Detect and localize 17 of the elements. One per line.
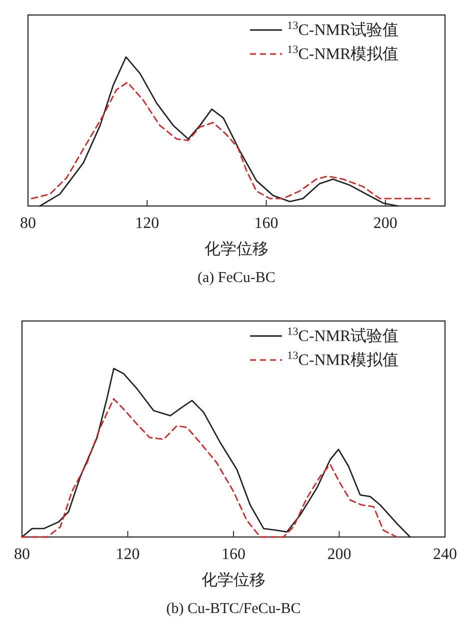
x-tick-label: 160 xyxy=(254,215,278,232)
legend-label: $^{13}$C-NMR试验值 xyxy=(287,326,399,345)
x-axis-title: 化学位移 xyxy=(204,240,268,258)
legend-label: $^{13}$C-NMR模拟值 xyxy=(287,44,399,63)
x-tick-label: 240 xyxy=(433,546,457,563)
x-tick-label: 120 xyxy=(116,546,140,563)
x-tick-label: 200 xyxy=(373,215,398,232)
legend-label: $^{13}$C-NMR模拟值 xyxy=(287,350,399,369)
x-axis-title: 化学位移 xyxy=(202,571,266,589)
x-tick-label: 80 xyxy=(14,546,30,563)
x-tick-label: 120 xyxy=(135,215,160,232)
x-tick-label: 160 xyxy=(222,546,246,563)
x-tick-label: 80 xyxy=(20,215,36,232)
text: (a) FeCu-BC xyxy=(198,270,276,286)
x-tick-label: 200 xyxy=(327,546,352,563)
text: (b) Cu-BTC/FeCu-BC xyxy=(166,601,301,617)
legend-label: $^{13}$C-NMR试验值 xyxy=(287,20,399,39)
